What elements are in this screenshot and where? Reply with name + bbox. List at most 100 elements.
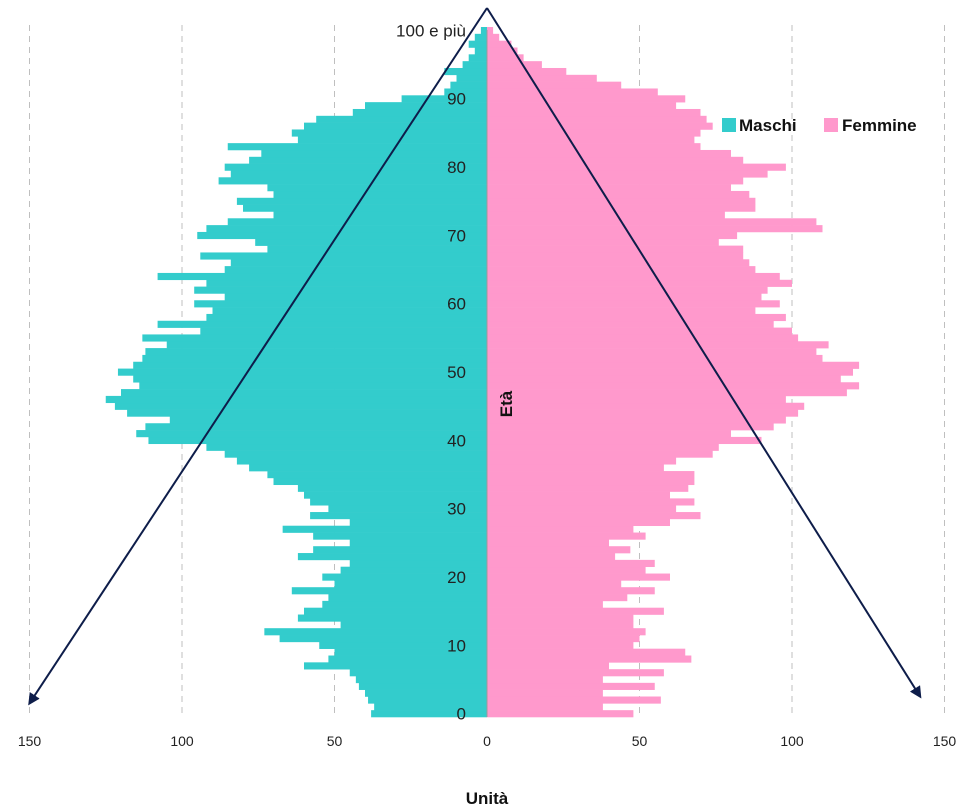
bar-femmine (487, 163, 786, 171)
bar-maschi (297, 136, 487, 144)
bar-femmine (487, 587, 655, 595)
x-tick-label: 50 (632, 733, 648, 749)
bar-maschi (349, 518, 487, 527)
bar-maschi (304, 122, 487, 130)
bar-maschi (328, 505, 487, 513)
bar-femmine (487, 655, 692, 663)
bar-femmine (487, 443, 719, 451)
bar-maschi (444, 67, 487, 76)
bar-maschi (197, 231, 487, 240)
bar-femmine (487, 696, 661, 704)
bar-femmine (487, 546, 631, 554)
bar-maschi (142, 334, 487, 342)
bar-femmine (487, 498, 695, 506)
bar-femmine (487, 348, 817, 356)
x-tick-label: 100 (780, 733, 804, 749)
bar-femmine (487, 279, 792, 287)
bar-femmine (487, 457, 677, 465)
legend-swatch-femmine (824, 118, 838, 132)
bar-maschi (267, 471, 487, 479)
bar-maschi (206, 313, 487, 322)
bar-femmine (487, 477, 695, 486)
bar-maschi (218, 177, 487, 185)
bar-femmine (487, 689, 603, 697)
legend-label-maschi: Maschi (739, 116, 797, 135)
bar-femmine (487, 238, 719, 246)
bar-maschi (352, 108, 487, 117)
bar-maschi (127, 409, 487, 417)
bar-femmine (487, 580, 622, 588)
bar-femmine (487, 559, 655, 568)
bar-femmine (487, 129, 701, 137)
bar-maschi (334, 648, 487, 656)
bar-femmine (487, 669, 664, 677)
x-axis-title: Unità (466, 789, 509, 808)
legend: Maschi Femmine (722, 116, 917, 135)
bar-femmine (487, 313, 786, 322)
bar-maschi (319, 641, 487, 649)
bar-maschi (322, 573, 487, 581)
bar-maschi (230, 259, 488, 267)
bar-maschi (121, 389, 487, 397)
bar-maschi (401, 95, 487, 103)
bar-maschi (456, 74, 487, 82)
bar-femmine (487, 108, 701, 117)
x-tick-label: 150 (18, 733, 42, 749)
bar-maschi (273, 211, 487, 219)
bar-femmine (487, 430, 731, 438)
bar-femmine (487, 204, 756, 212)
bar-maschi (117, 368, 487, 376)
x-tick-label: 0 (483, 733, 491, 749)
bar-maschi (243, 204, 487, 212)
bar-maschi (148, 436, 487, 445)
bar-femmine (487, 197, 756, 205)
bar-maschi (236, 457, 487, 465)
bar-maschi (349, 539, 487, 547)
bar-maschi (200, 327, 488, 335)
bar-maschi (310, 512, 487, 520)
bar-femmine (487, 532, 646, 540)
bar-femmine (487, 518, 670, 527)
bar-femmine (487, 361, 860, 369)
bar-femmine (487, 375, 841, 383)
bar-maschi (224, 163, 487, 171)
bar-maschi (194, 286, 487, 294)
bar-maschi (273, 477, 487, 486)
bar-femmine (487, 710, 634, 718)
bar-femmine (487, 170, 768, 178)
bar-maschi (462, 61, 487, 69)
bar-maschi (474, 47, 487, 55)
series-maschi (105, 27, 488, 718)
bar-femmine (487, 218, 817, 226)
age-tick-label: 100 e più (396, 21, 466, 40)
legend-swatch-maschi (722, 118, 736, 132)
bar-femmine (487, 573, 670, 581)
bar-femmine (487, 156, 744, 164)
bar-femmine (487, 525, 634, 533)
bar-maschi (206, 443, 487, 451)
bar-maschi (358, 682, 487, 690)
bar-maschi (273, 190, 487, 199)
bar-maschi (133, 375, 487, 383)
age-tick-label: 40 (447, 431, 466, 450)
arrow-line (28, 7, 488, 706)
bar-maschi (194, 300, 487, 308)
bar-maschi (114, 402, 488, 410)
bar-maschi (227, 218, 487, 226)
bar-femmine (487, 409, 799, 417)
bar-maschi (230, 170, 488, 178)
age-tick-label: 10 (447, 636, 466, 655)
bar-maschi (267, 245, 487, 253)
bar-maschi (368, 696, 487, 704)
bar-maschi (145, 423, 487, 431)
bar-maschi (142, 354, 487, 363)
bar-femmine (487, 286, 768, 294)
bar-femmine (487, 512, 701, 520)
bar-femmine (487, 635, 640, 643)
age-tick-label: 80 (447, 158, 466, 177)
bar-maschi (291, 587, 487, 595)
bar-femmine (487, 149, 731, 158)
bar-maschi (139, 382, 488, 390)
bar-femmine (487, 471, 695, 479)
